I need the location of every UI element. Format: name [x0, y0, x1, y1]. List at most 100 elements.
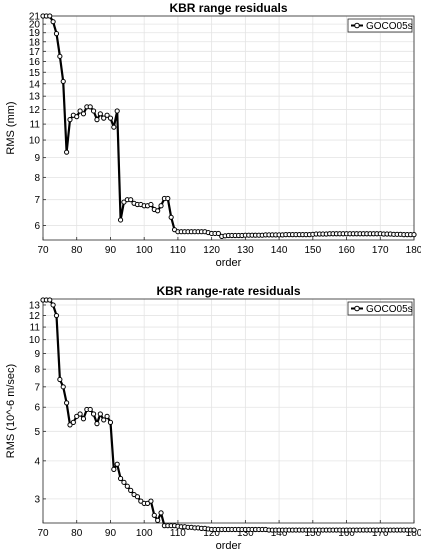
- y-tick-label: 19: [29, 28, 41, 39]
- x-axis-label: order: [216, 257, 242, 269]
- x-tick-label: 140: [271, 245, 288, 256]
- y-tick-label: 17: [29, 47, 41, 58]
- grid: [42, 299, 415, 523]
- data-point: [74, 114, 80, 120]
- y-tick-label: 21: [29, 12, 41, 23]
- data-point: [121, 479, 127, 485]
- y-tick-label: 13: [29, 92, 41, 103]
- data-point: [148, 498, 154, 504]
- x-tick-label: 80: [71, 245, 83, 256]
- x-tick-label: 100: [136, 528, 153, 539]
- data-point: [165, 195, 171, 202]
- y-tick-label: 12: [29, 311, 41, 322]
- chart-title: KBR range-rate residuals: [156, 284, 300, 298]
- data-point: [128, 487, 134, 493]
- legend-box: [347, 18, 413, 33]
- legend: GOCO05s: [347, 18, 413, 33]
- x-tick-label: 70: [37, 528, 49, 539]
- data-point: [134, 494, 141, 500]
- data-point: [90, 108, 97, 114]
- y-axis-label: RMS (mm): [5, 101, 17, 154]
- y-tick-label: 8: [34, 173, 40, 184]
- data-point: [67, 422, 73, 428]
- data-point: [57, 376, 63, 383]
- y-tick-label: 7: [34, 382, 40, 393]
- data-point: [80, 111, 87, 117]
- legend: GOCO05s: [347, 301, 413, 316]
- data-point: [94, 117, 100, 123]
- data-point: [155, 517, 161, 523]
- y-tick-label: 20: [29, 20, 41, 31]
- y-tick-label: 4: [34, 456, 40, 467]
- data-point: [411, 232, 417, 238]
- data-point: [57, 53, 63, 59]
- data-point: [111, 466, 117, 472]
- data-point: [411, 527, 417, 533]
- x-tick-label: 100: [136, 245, 153, 256]
- x-tick-label: 170: [372, 528, 389, 539]
- legend-box: [347, 301, 413, 316]
- y-tick-label: 12: [29, 105, 41, 116]
- y-tick-label: 16: [29, 57, 41, 68]
- y-tick-label: 8: [34, 365, 40, 376]
- axes-box: [42, 298, 415, 524]
- data-point: [87, 406, 93, 413]
- data-point: [124, 483, 130, 489]
- x-tick-label: 110: [170, 245, 186, 256]
- data-point: [148, 201, 154, 208]
- x-tick-label: 90: [105, 245, 117, 256]
- data-point: [117, 217, 124, 223]
- x-tick-label: 150: [304, 528, 321, 539]
- data-point: [94, 421, 100, 427]
- x-tick-label: 130: [237, 528, 254, 539]
- data-point: [74, 413, 80, 419]
- data-point: [64, 400, 70, 406]
- data-point: [97, 111, 103, 117]
- y-tick-label: 9: [34, 349, 40, 360]
- y-tick-label: 13: [29, 300, 41, 311]
- y-tick-label: 18: [29, 37, 41, 48]
- x-tick-label: 120: [203, 528, 220, 539]
- legend-label: GOCO05s: [366, 304, 413, 315]
- series-points: [40, 13, 417, 239]
- y-tick-label: 11: [30, 120, 41, 131]
- y-tick-label: 6: [34, 221, 40, 232]
- plot-area: [43, 16, 414, 240]
- y-tick-label: 10: [29, 136, 41, 147]
- y-tick-label: 6: [34, 403, 40, 414]
- y-tick-label: 7: [34, 195, 40, 206]
- data-point: [60, 78, 66, 85]
- data-point: [50, 19, 56, 25]
- data-point: [114, 108, 120, 114]
- plot-area: [43, 299, 414, 523]
- range-rate-residuals-chart: 70 80 90 100 110 120 130 140 150 160 170 180 3 4 5 6 7 8 9…: [5, 284, 421, 550]
- data-point: [77, 108, 83, 114]
- data-point: [87, 104, 93, 110]
- data-point: [107, 115, 114, 121]
- range-residuals-chart: 70 80 90 100 110 120 130 140 150 160 170 180 6 7 8 9 10 1…: [5, 1, 421, 269]
- data-point: [47, 13, 53, 19]
- x-tick-label: 130: [237, 245, 254, 256]
- data-point: [215, 230, 221, 237]
- data-point: [50, 302, 56, 308]
- series-points: [40, 297, 417, 533]
- data-point: [70, 419, 76, 425]
- data-point: [90, 411, 97, 417]
- x-tick-label: 80: [71, 528, 83, 539]
- data-point: [53, 312, 60, 319]
- x-tick-label: 170: [372, 245, 389, 256]
- x-tick-label: 150: [304, 245, 321, 256]
- data-point: [151, 512, 157, 518]
- data-point: [121, 199, 127, 205]
- x-axis-label: order: [216, 540, 242, 550]
- data-point: [107, 419, 114, 425]
- chart-title: KBR range residuals: [169, 1, 287, 15]
- x-tick-label: 140: [271, 528, 288, 539]
- data-point: [53, 31, 60, 37]
- data-point: [104, 413, 110, 419]
- y-tick-label: 11: [30, 323, 41, 334]
- y-tick-label: 10: [29, 335, 41, 346]
- x-tick-label: 120: [203, 245, 220, 256]
- x-tick-label: 70: [37, 245, 49, 256]
- data-point: [64, 149, 70, 155]
